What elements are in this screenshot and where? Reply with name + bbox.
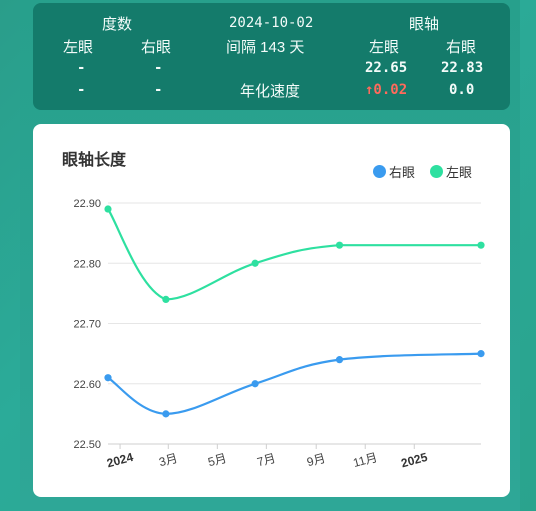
data-point bbox=[335, 356, 344, 364]
annual-speed-label: 年化速度 bbox=[240, 83, 301, 100]
data-point bbox=[162, 295, 170, 303]
legend-dot-icon bbox=[430, 165, 443, 178]
data-point bbox=[104, 205, 112, 213]
axial-left-value: 22.65 bbox=[365, 60, 408, 76]
degree-right-eye-label: 右眼 bbox=[141, 39, 172, 56]
data-point bbox=[477, 350, 485, 358]
data-point bbox=[251, 259, 259, 267]
data-point bbox=[477, 241, 485, 249]
x-tick-label: 5月 bbox=[206, 451, 228, 469]
y-tick-label: 22.60 bbox=[73, 379, 101, 391]
degree-left-speed: - bbox=[77, 82, 86, 98]
degree-left-value: - bbox=[77, 60, 86, 76]
series-line-0 bbox=[107, 352, 482, 415]
axial-left-eye-label: 左眼 bbox=[369, 39, 400, 56]
measurement-date: 2024-10-02 bbox=[229, 15, 314, 31]
x-tick-label: 2024 bbox=[105, 450, 135, 471]
axial-right-speed: 0.0 bbox=[449, 82, 475, 98]
data-point bbox=[162, 410, 170, 418]
x-tick-label: 3月 bbox=[157, 451, 179, 469]
legend-item-right-eye[interactable]: 右眼 bbox=[373, 162, 415, 181]
degree-right-value: - bbox=[154, 60, 163, 76]
legend-label-left-eye: 左眼 bbox=[446, 165, 473, 180]
legend-dot-icon bbox=[373, 165, 386, 178]
stats-panel: 度数 2024-10-02 眼轴 左眼 右眼 间隔 143 天 左眼 右眼 - … bbox=[33, 3, 510, 110]
legend-item-left-eye[interactable]: 左眼 bbox=[430, 162, 472, 181]
legend-label-right-eye: 右眼 bbox=[389, 165, 416, 180]
x-tick-label: 7月 bbox=[255, 451, 277, 469]
x-tick-label: 2025 bbox=[400, 450, 430, 471]
axial-right-value: 22.83 bbox=[441, 60, 484, 76]
axial-right-eye-label: 右眼 bbox=[446, 39, 477, 56]
interval-label: 间隔 143 天 bbox=[226, 39, 305, 56]
x-tick-label: 9月 bbox=[305, 451, 327, 469]
series-line-1 bbox=[107, 208, 481, 301]
chart-title: 眼轴长度 bbox=[62, 152, 127, 169]
y-tick-label: 22.80 bbox=[73, 258, 101, 270]
y-tick-label: 22.50 bbox=[73, 439, 101, 451]
degree-right-speed: - bbox=[154, 82, 163, 98]
x-tick-label: 11月 bbox=[352, 450, 379, 470]
data-point bbox=[335, 241, 344, 249]
axial-left-speed: ↑0.02 bbox=[365, 82, 408, 98]
chart-card: 眼轴长度 右眼 左眼 bbox=[33, 124, 510, 497]
degree-left-eye-label: 左眼 bbox=[63, 39, 94, 56]
data-point bbox=[251, 380, 259, 388]
data-point bbox=[104, 374, 112, 382]
y-tick-label: 22.70 bbox=[73, 319, 101, 331]
axial-header: 眼轴 bbox=[409, 16, 440, 33]
degree-header: 度数 bbox=[102, 16, 133, 33]
y-tick-label: 22.90 bbox=[73, 198, 101, 210]
